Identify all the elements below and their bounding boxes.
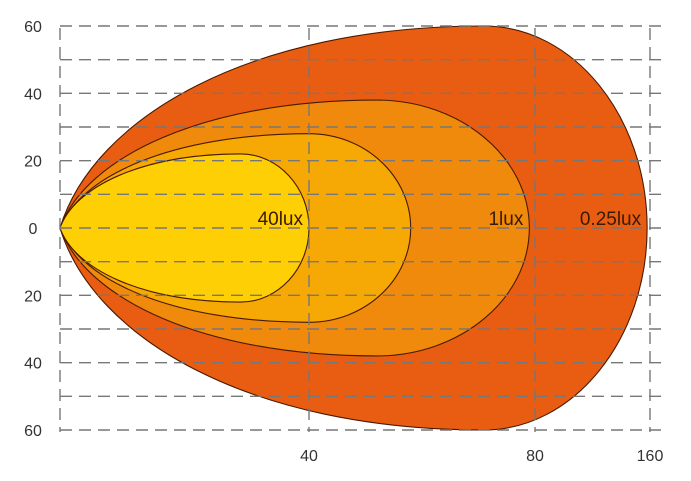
y-tick-label: 0 [29, 221, 38, 238]
x-tick-label: 160 [637, 448, 664, 465]
contour-labels: 0.25lux 1lux 40lux [258, 209, 642, 230]
y-tick-label: 40 [24, 356, 42, 373]
y-tick-label: 20 [24, 288, 42, 305]
contour-label: 40lux [258, 209, 304, 230]
grid-lines [59, 25, 665, 432]
y-tick-label: 60 [24, 19, 42, 36]
y-tick-label: 60 [24, 423, 42, 440]
x-tick-label: 80 [526, 448, 544, 465]
x-tick-labels: 40 80 160 [300, 448, 663, 465]
y-tick-labels: 60 40 20 0 20 40 60 [24, 19, 42, 440]
y-tick-label: 40 [24, 86, 42, 103]
y-tick-label: 20 [24, 154, 42, 171]
contour-label: 0.25lux [580, 209, 642, 230]
contour-label: 1lux [488, 209, 523, 230]
x-tick-label: 40 [300, 448, 318, 465]
